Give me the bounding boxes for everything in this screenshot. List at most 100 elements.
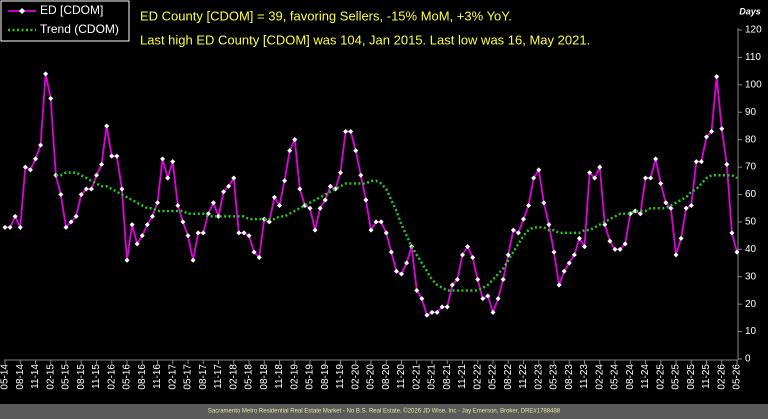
data-point xyxy=(449,282,455,288)
annotation: Last high ED County [CDOM] was 104, Jan … xyxy=(140,32,590,47)
data-point xyxy=(129,222,135,228)
data-point xyxy=(734,249,740,255)
y-tick-label: 40 xyxy=(745,244,757,255)
y-tick-label: 80 xyxy=(745,134,757,145)
x-tick-label: 11-18 xyxy=(274,364,285,389)
data-point xyxy=(210,200,216,206)
data-point xyxy=(500,276,506,282)
x-tick-label: 11-25 xyxy=(701,364,712,389)
data-point xyxy=(190,257,196,263)
data-point xyxy=(551,249,557,255)
data-point xyxy=(393,268,399,274)
legend-label: Trend (CDOM) xyxy=(40,22,119,36)
data-point xyxy=(648,175,654,181)
y-tick-label: 10 xyxy=(745,326,757,337)
x-tick-label: 05-19 xyxy=(305,364,316,390)
data-point xyxy=(714,74,720,80)
x-tick-label: 05-21 xyxy=(427,364,438,390)
x-tick-label: 08-16 xyxy=(137,364,148,390)
data-point xyxy=(663,200,669,206)
y-tick-label: 30 xyxy=(745,271,757,282)
data-point xyxy=(155,200,160,206)
x-tick-label: 02-22 xyxy=(472,364,483,390)
x-tick-label: 08-24 xyxy=(625,364,636,390)
data-point xyxy=(592,175,598,181)
data-point xyxy=(68,219,74,225)
data-point xyxy=(322,197,328,203)
x-tick-label: 11-22 xyxy=(518,364,529,389)
data-point xyxy=(546,222,552,228)
data-point xyxy=(668,205,674,211)
data-point xyxy=(226,183,232,189)
data-point xyxy=(566,260,572,266)
data-point xyxy=(266,219,272,225)
data-point xyxy=(698,159,704,165)
x-tick-label: 11-24 xyxy=(640,364,651,389)
data-point xyxy=(78,192,84,197)
data-point xyxy=(536,167,542,173)
x-tick-label: 11-21 xyxy=(457,364,468,389)
x-tick-label: 02-25 xyxy=(655,364,666,390)
x-tick-label: 08-21 xyxy=(442,364,453,390)
data-point xyxy=(622,241,628,247)
data-point xyxy=(73,213,79,219)
x-tick-label: 02-26 xyxy=(716,364,727,390)
data-point xyxy=(490,309,496,315)
data-point xyxy=(104,123,110,129)
data-point xyxy=(653,156,659,162)
data-point xyxy=(307,205,313,211)
x-tick-label: 11-20 xyxy=(396,364,407,389)
data-point xyxy=(287,148,293,154)
data-point xyxy=(373,219,379,225)
data-point xyxy=(343,128,349,134)
data-point xyxy=(134,241,140,247)
legend-marker xyxy=(19,8,25,14)
x-tick-label: 08-15 xyxy=(76,364,87,390)
data-point xyxy=(246,233,252,239)
data-point xyxy=(688,202,694,208)
data-point xyxy=(338,170,343,176)
data-point xyxy=(597,164,603,170)
x-tick-label: 08-18 xyxy=(259,364,270,390)
data-point xyxy=(114,153,120,159)
data-point xyxy=(83,186,89,192)
data-point xyxy=(414,287,420,293)
data-point xyxy=(454,276,460,282)
data-point xyxy=(637,211,643,217)
data-point xyxy=(495,296,501,302)
y-axis-label: Days xyxy=(739,6,761,16)
data-point xyxy=(58,192,64,197)
data-point xyxy=(693,159,699,165)
data-point xyxy=(510,227,516,233)
legend-box xyxy=(0,0,130,42)
data-point xyxy=(475,276,481,282)
x-tick-label: 02-23 xyxy=(533,364,544,390)
data-point xyxy=(231,175,237,181)
x-tick-label: 05-25 xyxy=(671,364,682,390)
x-tick-label: 05-23 xyxy=(549,364,560,390)
data-point xyxy=(256,255,262,261)
x-tick-label: 05-15 xyxy=(61,364,72,390)
data-point xyxy=(17,224,23,230)
footer-bar xyxy=(0,404,768,419)
data-point xyxy=(27,167,33,173)
data-point xyxy=(612,246,618,252)
y-tick-label: 0 xyxy=(745,354,751,365)
data-point xyxy=(200,230,206,236)
x-tick-label: 11-19 xyxy=(335,364,346,389)
y-tick-label: 20 xyxy=(745,299,757,310)
x-tick-label: 11-17 xyxy=(213,364,224,389)
x-tick-label: 08-22 xyxy=(503,364,514,390)
data-point xyxy=(541,200,547,206)
x-tick-label: 08-23 xyxy=(564,364,575,390)
y-tick-label: 60 xyxy=(745,189,757,200)
data-point xyxy=(582,244,587,250)
data-point xyxy=(358,172,364,178)
data-point xyxy=(119,186,125,192)
data-point xyxy=(185,233,191,239)
data-point xyxy=(94,172,99,178)
x-tick-label: 05-26 xyxy=(732,364,743,390)
data-point xyxy=(2,224,8,230)
